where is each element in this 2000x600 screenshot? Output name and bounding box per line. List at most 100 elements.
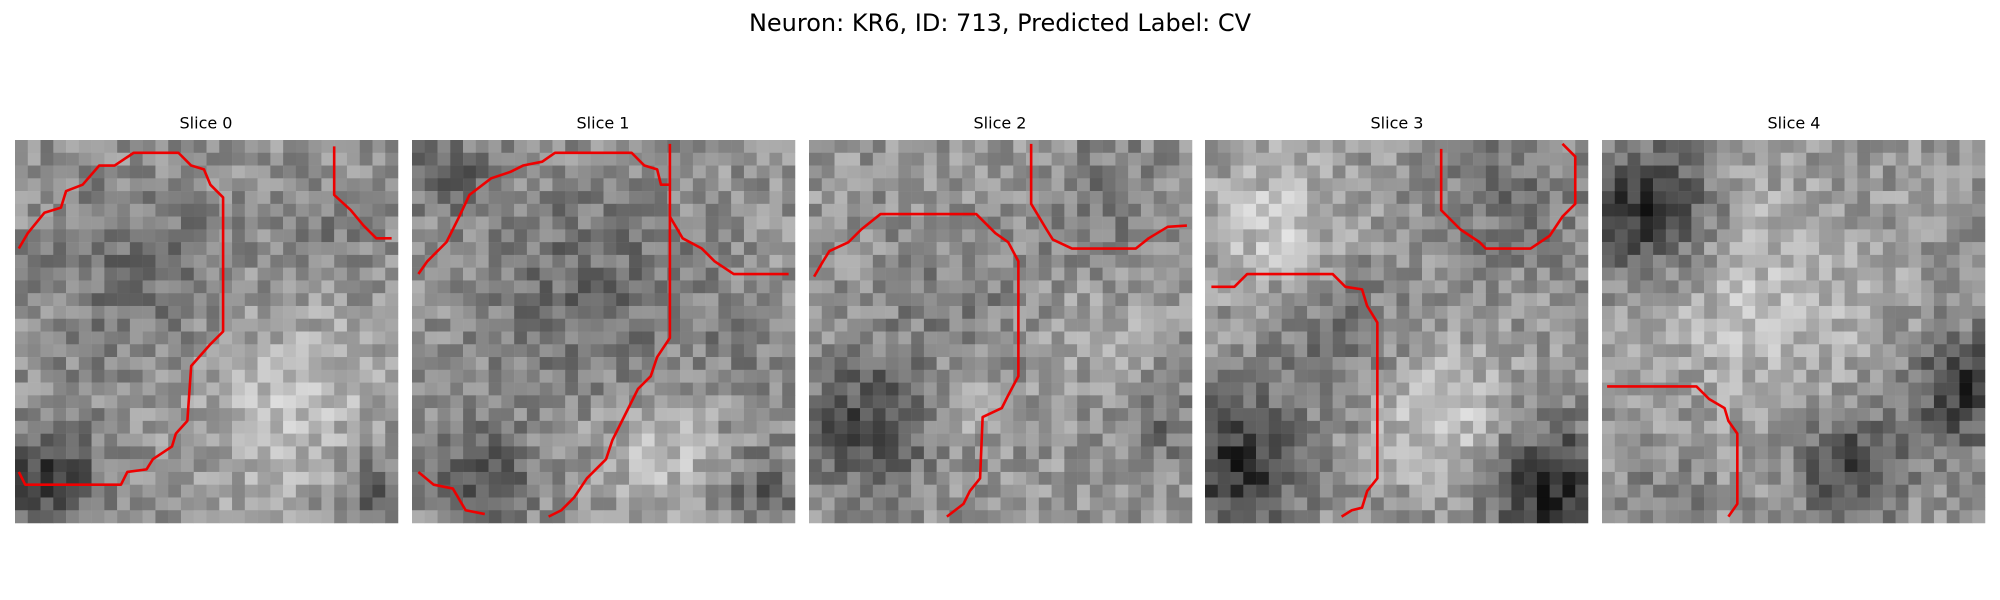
pixel bbox=[1128, 280, 1142, 294]
pixel bbox=[450, 357, 464, 371]
pixel bbox=[1793, 140, 1807, 154]
pixel bbox=[53, 178, 67, 192]
pixel bbox=[219, 318, 233, 332]
pixel bbox=[244, 242, 258, 256]
pixel bbox=[244, 280, 258, 294]
pixel bbox=[1742, 267, 1756, 281]
pixel bbox=[756, 318, 770, 332]
pixel bbox=[1473, 331, 1487, 345]
pixel bbox=[680, 433, 694, 447]
pixel bbox=[283, 510, 297, 524]
pixel bbox=[1653, 229, 1667, 243]
slice-image bbox=[809, 140, 1193, 523]
pixel bbox=[1870, 191, 1884, 205]
pixel bbox=[1358, 140, 1372, 154]
pixel bbox=[769, 165, 783, 179]
pixel bbox=[1153, 369, 1167, 383]
pixel bbox=[219, 203, 233, 217]
pixel bbox=[911, 395, 925, 409]
pixel bbox=[1013, 471, 1027, 485]
pixel bbox=[1256, 140, 1270, 154]
pixel bbox=[1179, 280, 1193, 294]
pixel bbox=[769, 203, 783, 217]
pixel bbox=[629, 510, 643, 524]
pixel bbox=[834, 433, 848, 447]
pixel bbox=[1243, 318, 1257, 332]
pixel bbox=[1319, 433, 1333, 447]
pixel bbox=[372, 216, 386, 230]
pixel bbox=[1614, 191, 1628, 205]
pixel bbox=[1755, 344, 1769, 358]
pixel bbox=[1115, 254, 1129, 268]
pixel bbox=[1217, 305, 1231, 319]
pixel bbox=[641, 382, 655, 396]
pixel bbox=[1921, 216, 1935, 230]
pixel bbox=[1627, 369, 1641, 383]
pixel bbox=[1153, 357, 1167, 371]
pixel bbox=[501, 293, 515, 307]
pixel bbox=[270, 203, 284, 217]
pixel bbox=[1831, 267, 1845, 281]
pixel bbox=[1921, 267, 1935, 281]
pixel bbox=[885, 420, 899, 434]
pixel bbox=[244, 459, 258, 473]
pixel bbox=[129, 293, 143, 307]
pixel bbox=[334, 267, 348, 281]
pixel bbox=[872, 191, 886, 205]
pixel bbox=[1051, 216, 1065, 230]
pixel bbox=[680, 191, 694, 205]
pixel bbox=[1089, 178, 1103, 192]
pixel bbox=[1640, 203, 1654, 217]
pixel bbox=[1115, 216, 1129, 230]
pixel bbox=[1217, 152, 1231, 166]
pixel bbox=[1857, 165, 1871, 179]
pixel bbox=[129, 357, 143, 371]
pixel bbox=[1473, 254, 1487, 268]
pixel bbox=[1089, 357, 1103, 371]
pixel bbox=[641, 305, 655, 319]
pixel bbox=[142, 242, 156, 256]
pixel bbox=[847, 344, 861, 358]
pixel bbox=[27, 229, 41, 243]
pixel bbox=[1460, 203, 1474, 217]
pixel bbox=[885, 344, 899, 358]
pixel bbox=[1268, 293, 1282, 307]
pixel bbox=[987, 178, 1001, 192]
pixel bbox=[1332, 140, 1346, 154]
pixel bbox=[577, 433, 591, 447]
pixel bbox=[180, 382, 194, 396]
pixel bbox=[1716, 280, 1730, 294]
pixel bbox=[1370, 229, 1384, 243]
pixel bbox=[1870, 357, 1884, 371]
pixel bbox=[743, 446, 757, 460]
pixel bbox=[756, 191, 770, 205]
pixel bbox=[232, 510, 246, 524]
pixel bbox=[1473, 459, 1487, 473]
pixel bbox=[1026, 408, 1040, 422]
pixel bbox=[1946, 216, 1960, 230]
pixel bbox=[616, 280, 630, 294]
pixel bbox=[1128, 459, 1142, 473]
pixel bbox=[1857, 242, 1871, 256]
pixel bbox=[501, 229, 515, 243]
pixel bbox=[1755, 293, 1769, 307]
pixel bbox=[1653, 280, 1667, 294]
pixel bbox=[1038, 484, 1052, 498]
pixel bbox=[1882, 395, 1896, 409]
pixel bbox=[641, 242, 655, 256]
pixel bbox=[1153, 242, 1167, 256]
pixel bbox=[53, 446, 67, 460]
pixel bbox=[1921, 497, 1935, 511]
pixel bbox=[1921, 395, 1935, 409]
pixel bbox=[1077, 497, 1091, 511]
pixel bbox=[974, 229, 988, 243]
pixel bbox=[1921, 203, 1935, 217]
pixel bbox=[1128, 408, 1142, 422]
pixel bbox=[974, 484, 988, 498]
pixel bbox=[667, 420, 681, 434]
pixel bbox=[308, 408, 322, 422]
pixel bbox=[1128, 293, 1142, 307]
pixel bbox=[1319, 420, 1333, 434]
pixel bbox=[1089, 229, 1103, 243]
pixel bbox=[987, 344, 1001, 358]
